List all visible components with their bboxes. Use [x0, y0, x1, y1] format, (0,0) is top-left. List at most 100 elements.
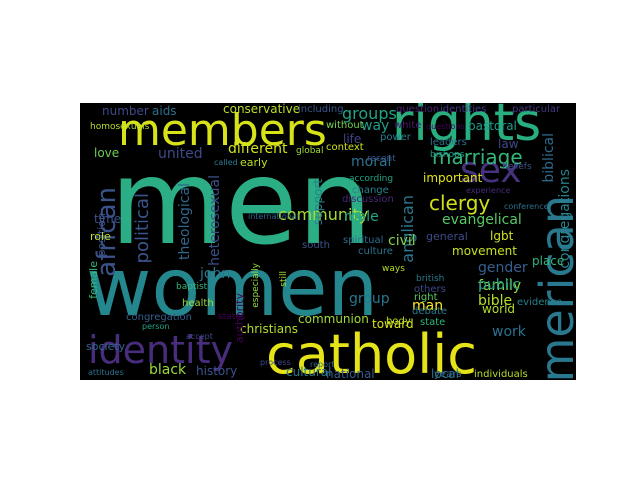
- word-question: question: [396, 104, 440, 115]
- word-civil: civil: [388, 233, 416, 249]
- word-public: public: [478, 277, 521, 293]
- word-leaders: leaders: [430, 137, 467, 148]
- word-group: group: [349, 291, 390, 307]
- word-states: states: [218, 312, 246, 322]
- word-especially: especially: [251, 263, 261, 308]
- word-lgbt: lgbt: [490, 229, 514, 243]
- word-heterosexual: heterosexual: [207, 175, 223, 266]
- word-years: years: [434, 369, 462, 380]
- word-debate: debate: [412, 306, 448, 317]
- word-spiritual: spiritual: [343, 235, 384, 246]
- word-black: black: [149, 362, 187, 378]
- word-general: general: [426, 230, 468, 243]
- word-international: international: [248, 212, 299, 221]
- word-attitudes: attitudes: [88, 368, 124, 377]
- word-number: number: [102, 104, 149, 118]
- word-world: world: [482, 302, 516, 316]
- word-cloud: menwomenrightsmemberscatholicidentityame…: [80, 103, 576, 380]
- word-different: different: [228, 141, 288, 157]
- word-evangelical: evangelical: [442, 212, 522, 228]
- word-life: life: [343, 132, 362, 146]
- word-clergy: clergy: [429, 191, 491, 215]
- word-female: female: [87, 261, 100, 299]
- word-time: time: [94, 212, 122, 226]
- word-beliefs: beliefs: [502, 162, 532, 172]
- word-work: work: [492, 324, 526, 340]
- word-way: way: [361, 118, 390, 134]
- word-report: report: [310, 360, 335, 369]
- word-context: context: [326, 142, 364, 153]
- word-sex: sex: [460, 150, 522, 191]
- word-still: still: [279, 271, 289, 287]
- word-culture: culture: [358, 246, 393, 257]
- word-women: women: [86, 241, 379, 334]
- word-particular: particular: [512, 104, 561, 115]
- word-health: health: [182, 298, 214, 309]
- word-person: person: [142, 322, 170, 331]
- word-christians: christians: [240, 322, 298, 336]
- word-state: state: [420, 317, 446, 328]
- word-accept: accept: [186, 332, 213, 341]
- word-experience: experience: [466, 186, 511, 195]
- word-cultural: cultural: [286, 365, 332, 379]
- word-recent: recent: [367, 154, 396, 164]
- word-community: community: [278, 205, 369, 224]
- word-conference: conference: [504, 202, 549, 211]
- word-global: global: [296, 146, 324, 156]
- word-pastoral: pastoral: [468, 119, 517, 133]
- word-conservative: conservative: [223, 103, 301, 116]
- word-men: men: [110, 133, 373, 271]
- word-british: british: [416, 274, 445, 284]
- word-aids: aids: [152, 104, 177, 118]
- word-place: place: [532, 254, 565, 268]
- word-anglican: anglican: [398, 195, 417, 263]
- word-society: society: [86, 340, 126, 353]
- word-moral: moral: [351, 154, 392, 170]
- word-questions: questions: [426, 122, 465, 131]
- word-political: political: [132, 193, 153, 264]
- word-evidence: evidence: [517, 297, 563, 308]
- word-support: support: [311, 179, 325, 226]
- word-homosexuals: homosexuals: [90, 122, 150, 132]
- word-catholic: catholic: [266, 323, 477, 381]
- word-change: change: [352, 185, 389, 196]
- word-toward: toward: [372, 317, 414, 331]
- word-south: south: [302, 240, 330, 251]
- word-marriage: marriage: [432, 145, 523, 169]
- word-movement: movement: [452, 244, 517, 258]
- word-right: right: [414, 292, 438, 303]
- word-role: role: [90, 230, 111, 243]
- word-bishops: bishops: [430, 150, 465, 160]
- word-congregation: congregation: [126, 312, 192, 323]
- word-members: members: [118, 105, 327, 156]
- word-without: without: [326, 120, 364, 131]
- word-called: called: [214, 158, 238, 167]
- word-process: process: [260, 358, 291, 367]
- word-others: others: [414, 284, 446, 295]
- word-local: local: [431, 367, 459, 380]
- word-body: body: [386, 316, 411, 327]
- word-biblical: biblical: [541, 133, 557, 183]
- word-united: united: [158, 146, 203, 162]
- word-rights: rights: [392, 103, 542, 153]
- word-man: man: [412, 298, 444, 314]
- word-power: power: [380, 132, 411, 143]
- word-groups: groups: [342, 104, 397, 123]
- word-national: national: [326, 367, 375, 380]
- word-white: white: [394, 120, 422, 131]
- word-according: according: [349, 174, 394, 184]
- word-history: history: [196, 364, 238, 378]
- word-john: john: [200, 266, 231, 282]
- word-individuals: individuals: [474, 369, 528, 380]
- word-baptist: baptist: [176, 282, 208, 292]
- word-including: including: [298, 104, 344, 115]
- word-communion: communion: [298, 312, 369, 326]
- word-theological: theological: [177, 183, 193, 260]
- word-identity: identity: [88, 328, 233, 372]
- word-bible: bible: [478, 293, 513, 309]
- word-identities: identities: [440, 104, 487, 115]
- word-male: male: [344, 209, 379, 225]
- word-discussion: discussion: [342, 194, 394, 205]
- word-early: early: [240, 156, 268, 169]
- word-important: important: [423, 171, 483, 185]
